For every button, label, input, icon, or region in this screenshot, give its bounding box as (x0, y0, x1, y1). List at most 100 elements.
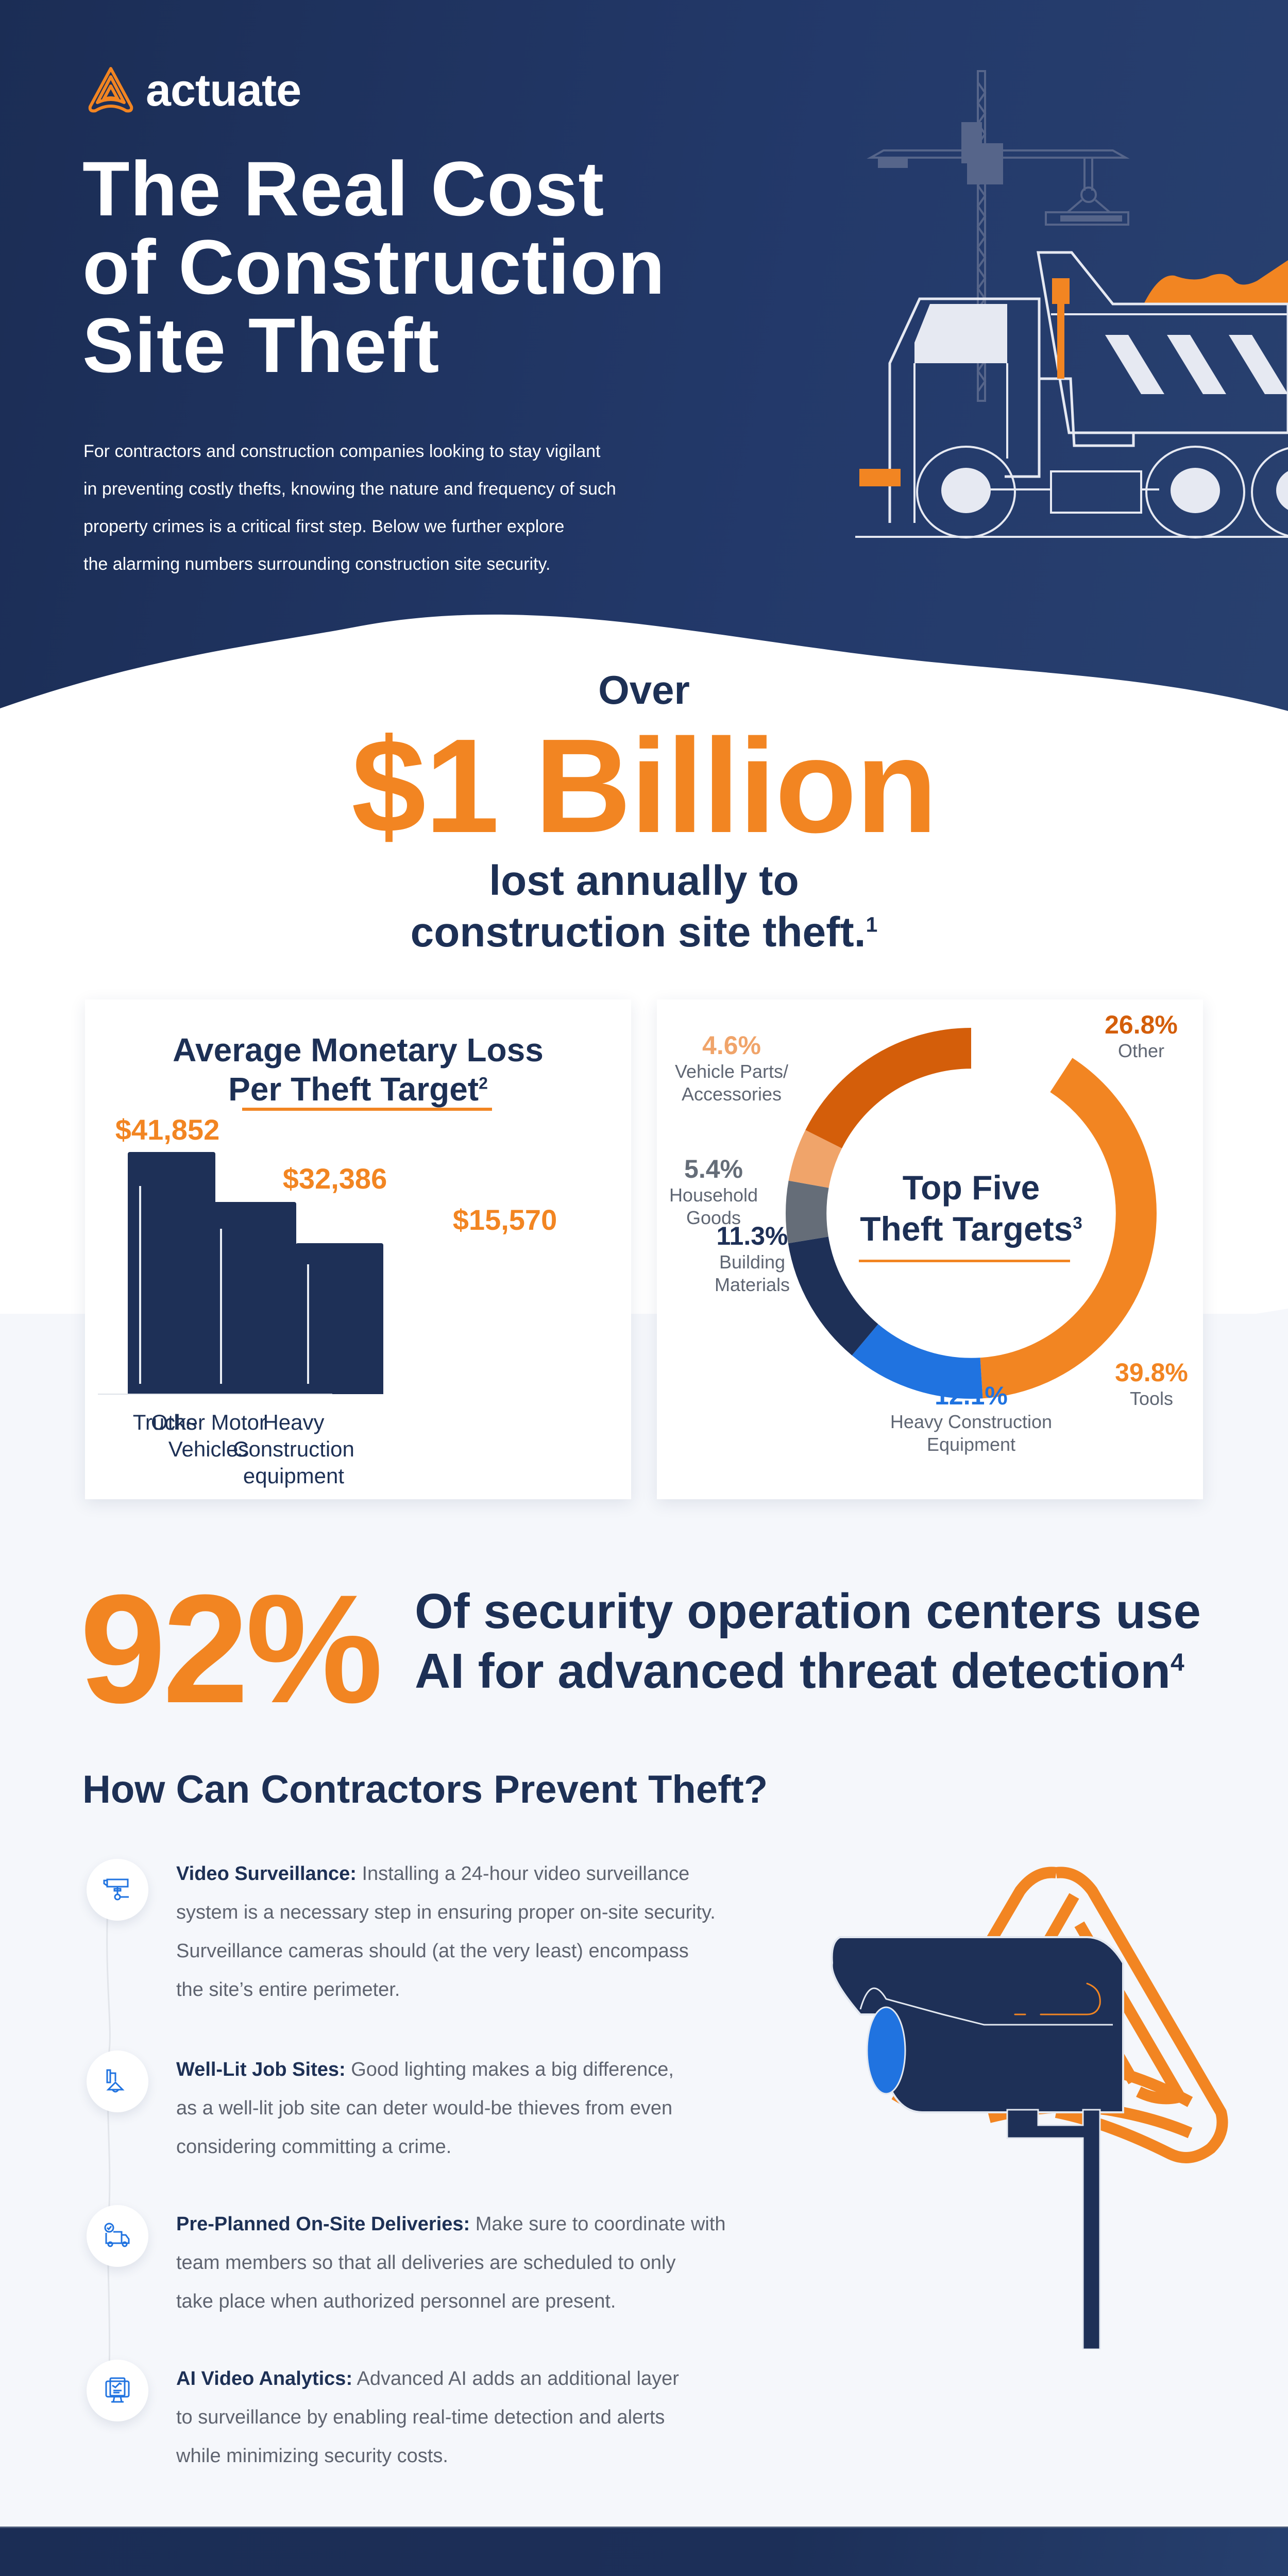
label-line: Trucks (132, 1410, 197, 1434)
monitor-analytics-icon (87, 2360, 148, 2421)
title-text: Theft Targets (860, 1210, 1073, 1248)
title-text: Per Theft Target (228, 1071, 479, 1108)
intro-line: in preventing costly thefts, knowing the… (83, 479, 616, 499)
segment-tools[interactable] (786, 1028, 1157, 1399)
tip-text: Pre-Planned On-Site Deliveries: Make sur… (176, 2205, 810, 2321)
pct: 12.1% (935, 1381, 1008, 1410)
title-line: Per Theft Target2 (85, 1070, 631, 1109)
desc-line: construction site theft.1 (0, 907, 1288, 958)
name: Tools (1129, 1388, 1174, 1409)
stat-amount: $1 Billion (351, 711, 938, 861)
actuate-logo-icon (88, 67, 133, 113)
label-line: equipment (243, 1464, 345, 1488)
stat-prefix: Over (598, 667, 690, 713)
title-line: Site Theft (82, 302, 440, 388)
tip-line: take place when authorized personnel are… (176, 2291, 616, 2312)
donut-title-underline (859, 1260, 1070, 1262)
label-building-materials: 11.3% Building Materials (693, 1221, 811, 1296)
bar-heavy-construction[interactable] (296, 1243, 383, 1394)
tip-heading: Well-Lit Job Sites: (176, 2059, 346, 2080)
tip-body: Advanced AI adds an additional layer (352, 2368, 679, 2389)
tip-line: system is a necessary step in ensuring p… (176, 1902, 716, 1923)
bar-value-trucks: $41,852 (115, 1113, 220, 1146)
tip-line: to surveillance by enabling real-time de… (176, 2406, 665, 2428)
tip-line: considering committing a crime. (176, 2136, 452, 2158)
bar-chart-card: Average Monetary Loss Per Theft Target2 … (85, 999, 631, 1499)
pct: 5.4% (684, 1155, 743, 1183)
bar-other-motor-vehicles[interactable] (209, 1202, 296, 1394)
stat-text: AI for advanced threat detection (415, 1643, 1171, 1699)
label-line: Other Motor (150, 1410, 267, 1434)
prevent-heading: How Can Contractors Prevent Theft? (82, 1768, 768, 1811)
name: Heavy Construction (890, 1411, 1053, 1432)
tip-line: the site’s entire perimeter. (176, 1979, 400, 2001)
tip-body: Make sure to coordinate with (470, 2213, 726, 2235)
name: Accessories (681, 1083, 782, 1105)
tip-text: AI Video Analytics: Advanced AI adds an … (176, 2360, 810, 2476)
label-line: Heavy Construction (233, 1410, 354, 1461)
bar-label-heavy-construction: Heavy Construction equipment (211, 1409, 376, 1489)
tip-line: team members so that all deliveries are … (176, 2252, 676, 2274)
label-household-goods: 5.4% Household Goods (662, 1154, 765, 1229)
title-underline (242, 1108, 492, 1111)
intro-line: property crimes is a critical first step… (83, 517, 565, 536)
lamp-icon (87, 2050, 148, 2112)
donut-chart-card: Top Five Theft Targets3 26.8% Other 4.6%… (657, 999, 1203, 1499)
delivery-truck-check-icon (87, 2205, 148, 2267)
intro-line: the alarming numbers surrounding constru… (83, 554, 551, 574)
bar-label-trucks: Trucks (82, 1409, 247, 1436)
bar-highlight (220, 1229, 222, 1384)
intro-paragraph: For contractors and construction compani… (83, 433, 774, 583)
stat-description: lost annually to construction site theft… (0, 855, 1288, 958)
tip-heading: AI Video Analytics: (176, 2368, 353, 2389)
brand-name: actuate (146, 64, 301, 115)
title-line: Theft Targets3 (848, 1208, 1095, 1249)
hero-section: actuate The Real Cost of Construction Si… (0, 0, 1288, 721)
label-heavy-construction: 12.1% Heavy Construction Equipment (863, 1381, 1079, 1456)
footnote-marker: 2 (479, 1074, 488, 1093)
bar-chart-title: Average Monetary Loss Per Theft Target2 (85, 1030, 631, 1109)
bar-trucks[interactable] (128, 1152, 215, 1394)
tip-line: Well-Lit Job Sites: Good lighting makes … (176, 2050, 810, 2089)
footnote-marker: 1 (866, 912, 878, 937)
bar-highlight (307, 1264, 309, 1384)
tip-body: Installing a 24-hour video surveillance (356, 1863, 690, 1885)
bar-plot-area (98, 999, 618, 1394)
tip-line: while minimizing security costs. (176, 2445, 448, 2467)
ai-stat-description: Of security operation centers use AI for… (415, 1582, 1265, 1701)
tip-text: Well-Lit Job Sites: Good lighting makes … (176, 2050, 810, 2166)
header-logo[interactable]: actuate (85, 64, 301, 116)
tip-line: as a well-lit job site can deter would-b… (176, 2097, 673, 2119)
name: Materials (714, 1274, 790, 1295)
footnote-marker: 3 (1073, 1213, 1082, 1232)
title-line: of Construction (82, 224, 666, 310)
tip-line: AI Video Analytics: Advanced AI adds an … (176, 2360, 810, 2398)
segment-household-goods[interactable] (786, 1028, 1157, 1399)
content-background-lower (0, 1314, 1288, 2524)
billion-stat-section: Over $1 Billion lost annually to constru… (0, 659, 1288, 958)
desc-line: lost annually to (489, 857, 799, 904)
stat-line: Of security operation centers use (415, 1584, 1201, 1639)
tip-line: Surveillance cameras should (at the very… (176, 1940, 689, 1962)
tip-line: Video Surveillance: Installing a 24-hour… (176, 1855, 810, 1893)
intro-line: For contractors and construction compani… (83, 442, 601, 461)
security-camera-icon (87, 1859, 148, 1921)
dump-truck-crane-illustration (855, 70, 1288, 538)
pct: 26.8% (1105, 1010, 1178, 1039)
ai-stat-value: 92% (80, 1562, 383, 1735)
hero-wave-divider (0, 614, 1288, 721)
page-title: The Real Cost of Construction Site Theft (82, 149, 752, 384)
footnote-marker: 4 (1170, 1649, 1184, 1676)
label-vehicle-parts: 4.6% Vehicle Parts/ Accessories (672, 1030, 791, 1106)
pct: 39.8% (1115, 1358, 1188, 1387)
name: Other (1117, 1040, 1165, 1061)
tip-line: Pre-Planned On-Site Deliveries: Make sur… (176, 2205, 810, 2244)
title-line: Top Five (902, 1168, 1040, 1207)
segment-heavy-construction[interactable] (786, 1028, 1157, 1399)
tip-body: Good lighting makes a big difference, (345, 2059, 674, 2080)
tips-timeline (106, 1896, 111, 2411)
security-camera-logo-illustration (831, 1867, 1228, 2349)
name: Goods (686, 1207, 741, 1228)
segment-other[interactable] (786, 1028, 1157, 1399)
donut-chart (786, 1028, 1157, 1399)
